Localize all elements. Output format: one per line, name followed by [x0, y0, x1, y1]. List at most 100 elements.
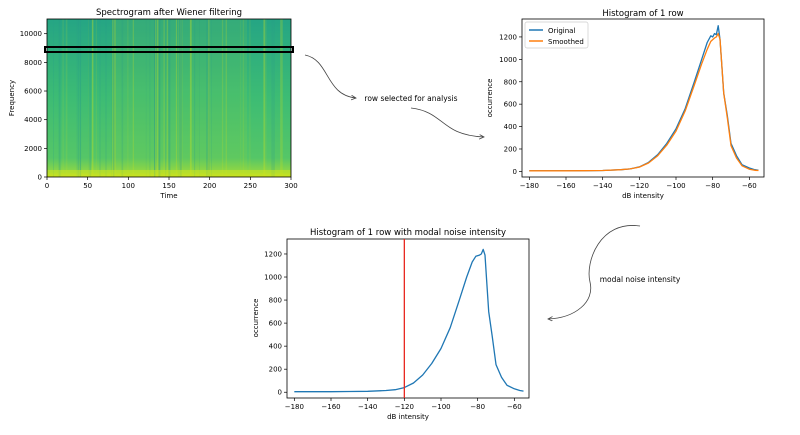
spectrogram-stripe [127, 19, 129, 177]
spectrogram-stripe [158, 19, 160, 177]
x-tick-label: −140 [358, 403, 377, 411]
spectrogram-xlabel: Time [159, 192, 177, 200]
x-tick-label: −120 [630, 182, 649, 190]
spectrogram-stripe [271, 19, 273, 177]
spectrogram-band-middle [112, 19, 247, 177]
smoothed-series-line [529, 32, 759, 172]
y-tick-label: 200 [504, 145, 517, 153]
spectrogram-stripe [178, 19, 180, 177]
y-tick-label: 2000 [24, 145, 42, 153]
spectrogram-stripe [80, 19, 81, 177]
spectrogram-stripe [99, 19, 101, 177]
spectrogram-stripe [154, 19, 155, 177]
spectrogram-stripe [59, 19, 61, 177]
spectrogram-stripe [113, 19, 115, 177]
spectrogram-stripe [90, 19, 91, 177]
spectrogram-stripe [190, 19, 192, 177]
spectrogram-stripe [165, 19, 167, 177]
spectrogram-stripe [178, 19, 179, 177]
spectrogram-stripe [207, 19, 209, 177]
spectrogram-stripe [121, 19, 124, 177]
y-tick-label: 800 [504, 78, 517, 86]
spectrogram-panel: Spectrogram after Wiener filtering 0 50 10… [8, 8, 298, 200]
y-tick-label: 0 [38, 174, 42, 182]
modal-histogram-frame [286, 238, 530, 399]
y-tick-label: 600 [269, 320, 282, 328]
spectrogram-stripe [77, 19, 79, 177]
modal-noise-label: modal noise intensity [600, 275, 681, 284]
spectrogram-stripe [208, 19, 210, 177]
x-tick-label: −60 [742, 182, 757, 190]
x-tick-label: 200 [203, 182, 216, 190]
x-tick-label: 250 [244, 182, 257, 190]
y-tick-label: 200 [269, 366, 282, 374]
x-tick-label: −60 [507, 403, 522, 411]
spectrogram-stripe [263, 19, 265, 177]
spectrogram-stripe [95, 19, 97, 177]
spectrogram-stripe [158, 19, 161, 177]
spectrogram-stripe [281, 19, 283, 177]
x-tick-label: −160 [556, 182, 575, 190]
y-tick-label: 400 [269, 343, 282, 351]
spectrogram-stripe [111, 19, 113, 177]
histogram-lines [529, 25, 759, 172]
spectrogram-stripe [112, 19, 114, 177]
histogram-series-line [294, 248, 524, 393]
y-tick-label: 0 [278, 389, 282, 397]
y-tick-label: 8000 [24, 59, 42, 67]
histogram-frame [521, 18, 765, 178]
selected-row-box [44, 46, 294, 53]
spectrogram-stripe [273, 19, 275, 177]
y-tick-label: 4000 [24, 116, 42, 124]
spectrogram-stripe [53, 19, 54, 177]
spectrogram-title: Spectrogram after Wiener filtering [96, 8, 242, 18]
spectrogram-background [47, 19, 291, 177]
x-tick-label: 0 [45, 182, 49, 190]
y-tick-label: 400 [504, 123, 517, 131]
x-tick-label: 150 [162, 182, 175, 190]
y-tick-label: 10000 [20, 30, 42, 38]
spectrogram-stripe [155, 19, 157, 177]
spectrogram-stripe [149, 19, 151, 177]
x-tick-label: −160 [321, 403, 340, 411]
histogram-ylabel: occurrence [486, 79, 494, 118]
legend-smoothed-label: Smoothed [548, 38, 584, 46]
y-tick-label: 0 [513, 168, 517, 176]
spectrogram-stripe [168, 19, 170, 177]
spectrogram-stripe [225, 19, 227, 177]
x-tick-label: −180 [285, 403, 304, 411]
spectrogram-stripe [154, 19, 156, 177]
spectrogram-stripe [65, 19, 68, 177]
spectrogram-stripe [114, 19, 116, 177]
spectrogram-stripe [132, 19, 134, 177]
spectrogram-stripe [239, 19, 241, 177]
histogram-legend: Original Smoothed [524, 21, 589, 49]
y-tick-label: 800 [269, 297, 282, 305]
x-tick-label: 50 [83, 182, 92, 190]
spectrogram-stripe [114, 19, 116, 177]
histogram-xlabel: dB intensity [622, 192, 664, 200]
spectrogram-stripe [105, 19, 107, 177]
spectrogram-stripe [281, 19, 283, 177]
annotation-modal-noise: modal noise intensity [548, 225, 681, 319]
spectrogram-stripe [208, 19, 210, 177]
spectrogram-stripe [207, 19, 208, 177]
annotation-row-selected: row selected for analysis [304, 54, 484, 137]
spectrogram-stripe [62, 19, 64, 177]
arrow-to-histogram [410, 107, 484, 137]
spectrogram-stripe [242, 19, 244, 177]
histogram-panel: Histogram of 1 row −180 −160 −140 −120 −100−… [486, 9, 765, 200]
spectrogram-low-band [47, 170, 291, 177]
spectrogram-stripes [47, 19, 291, 177]
y-tick-label: 600 [504, 101, 517, 109]
spectrogram-axes: 0 50 100 150 200 250 300 0 2000 4000 6000 8000 10000 [20, 30, 298, 190]
y-tick-label: 1000 [499, 56, 517, 64]
spectrogram-ylabel: Frequency [8, 80, 16, 116]
modal-histogram-title: Histogram of 1 row with modal noise inte… [310, 228, 506, 238]
row-selected-label: row selected for analysis [364, 94, 457, 103]
spectrogram-stripe [180, 19, 182, 177]
modal-histogram-axes: −180 −160 −140 −120 −100 −80 −60 0 200 400 600 800 1… [264, 250, 522, 411]
spectrogram-stripe [167, 19, 169, 177]
spectrogram-stripe [158, 19, 160, 177]
y-tick-label: 1200 [499, 33, 517, 41]
